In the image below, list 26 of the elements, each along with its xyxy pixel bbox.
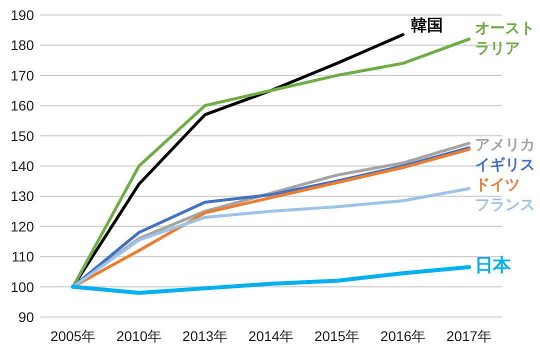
series-label: ドイツ: [475, 176, 520, 194]
y-tick-label: 110: [12, 248, 34, 265]
series-label: アメリカ: [475, 136, 535, 154]
series-label: 韓国: [411, 16, 443, 35]
line-series: [71, 265, 471, 295]
y-tick-label: 170: [10, 67, 34, 84]
series-label: イギリス: [475, 156, 535, 174]
series-label: オーストラリア: [475, 20, 535, 58]
x-tick-label: 2014年: [248, 328, 294, 344]
y-tick-label: 190: [10, 7, 34, 23]
y-tick-label: 130: [10, 188, 34, 204]
y-tick-label: 180: [10, 37, 34, 54]
x-tick-label: 2010年: [116, 328, 162, 344]
x-tick-label: 2017年: [446, 328, 492, 344]
y-tick-label: 150: [10, 128, 34, 144]
series-label: 日本: [475, 255, 512, 276]
y-tick-label: 90: [18, 309, 34, 325]
x-tick-label: 2013年: [182, 328, 228, 344]
y-tick-label: 160: [10, 98, 34, 114]
y-tick-label: 140: [10, 158, 34, 174]
x-tick-label: 2005年: [50, 328, 96, 344]
y-tick-label: 100: [10, 278, 34, 295]
y-tick-label: 120: [10, 218, 34, 234]
x-tick-label: 2016年: [380, 328, 426, 344]
series-label: フランス: [475, 196, 535, 214]
x-tick-label: 2015年: [314, 328, 360, 344]
